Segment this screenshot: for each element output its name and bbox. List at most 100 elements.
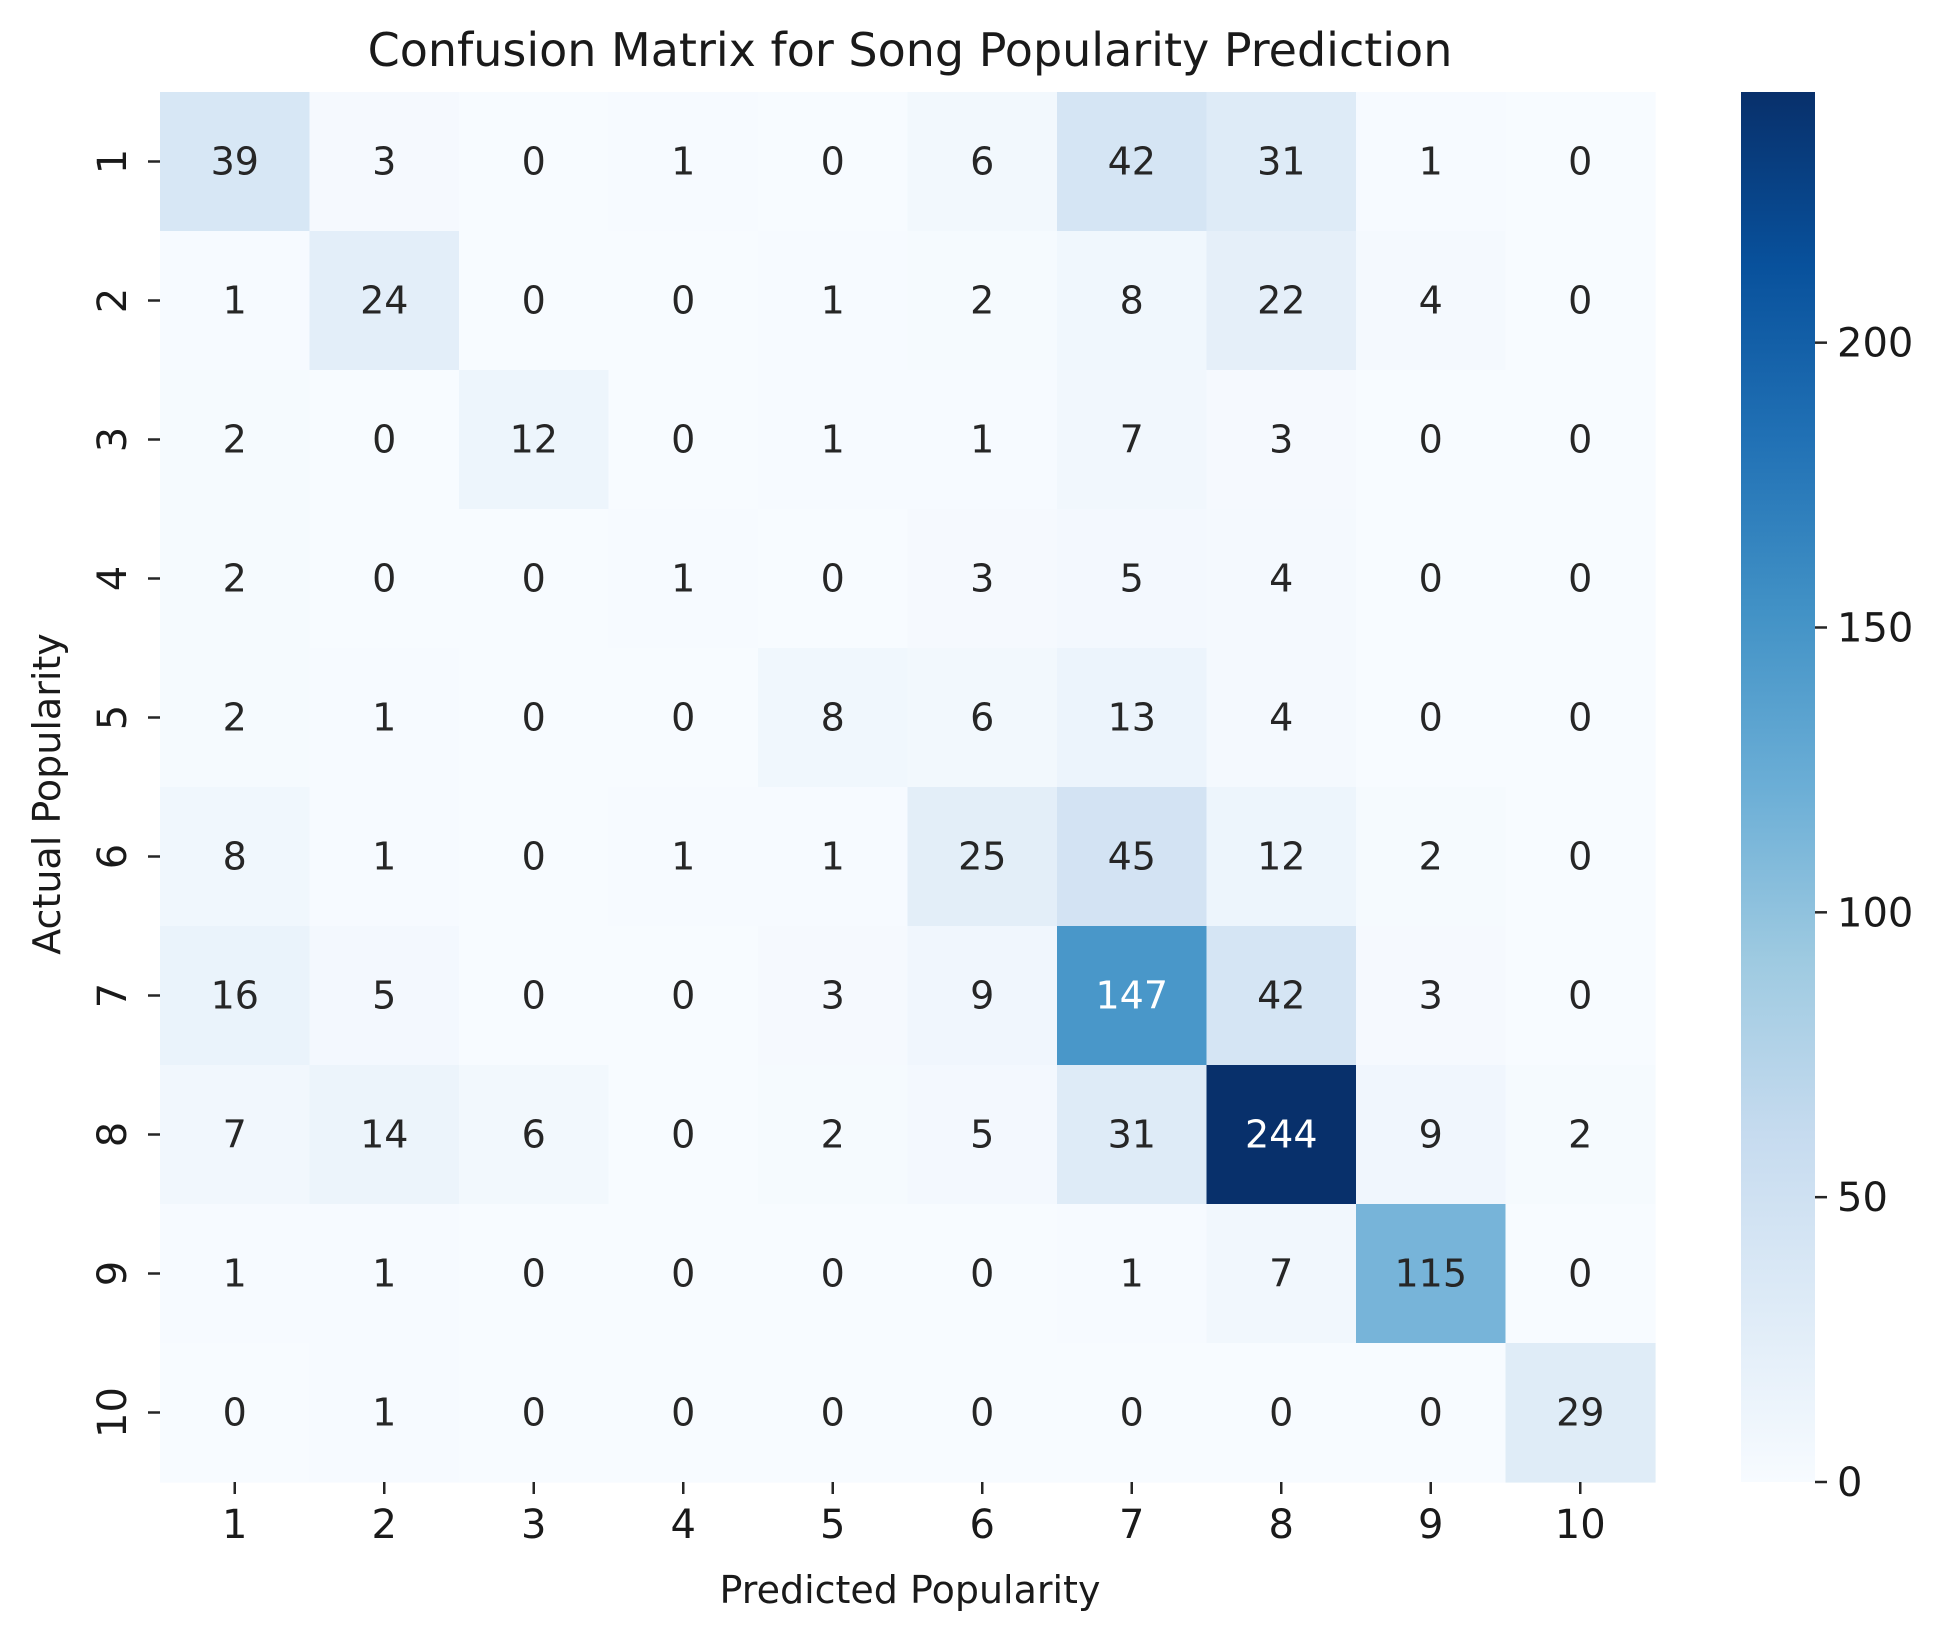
heatmap-cell [758, 1204, 909, 1344]
cell-value-label: 1 [223, 279, 247, 323]
heatmap-cell [608, 1204, 759, 1344]
heatmap-cell [1505, 92, 1656, 232]
heatmap-cell [608, 509, 759, 649]
heatmap-cell [1206, 648, 1357, 788]
cell-value-label: 9 [970, 974, 994, 1018]
cell-value-label: 8 [821, 696, 845, 740]
heatmap-cell [1505, 648, 1656, 788]
cell-value-label: 0 [1568, 835, 1592, 879]
cell-value-label: 24 [360, 279, 408, 323]
cell-value-label: 0 [1269, 1391, 1293, 1435]
heatmap-cell [309, 1343, 460, 1483]
heatmap-cell [907, 1343, 1058, 1483]
heatmap-cell [758, 1065, 909, 1205]
heatmap-cell [758, 370, 909, 510]
heatmap-cell [608, 787, 759, 927]
cell-value-label: 1 [821, 418, 845, 462]
cell-value-label: 2 [821, 1113, 845, 1157]
heatmap-cell [1206, 1343, 1357, 1483]
cell-value-label: 1 [1419, 140, 1443, 184]
heatmap-cell [160, 1343, 311, 1483]
x-tick-label: 2 [372, 1502, 397, 1548]
cell-value-label: 0 [1419, 696, 1443, 740]
heatmap-cell [1505, 509, 1656, 649]
cell-value-label: 39 [211, 140, 259, 184]
cell-value-label: 147 [1095, 974, 1168, 1018]
cell-value-label: 2 [1568, 1113, 1592, 1157]
heatmap-cell [160, 370, 311, 510]
cell-value-label: 0 [522, 835, 546, 879]
heatmap-cell [309, 509, 460, 649]
heatmap-cell [1057, 509, 1208, 649]
cell-value-label: 3 [1269, 418, 1293, 462]
heatmap-cell [1206, 370, 1357, 510]
y-tick-label: 1 [90, 149, 136, 174]
cell-value-label: 6 [522, 1113, 546, 1157]
cell-value-label: 0 [671, 279, 695, 323]
cell-value-label: 2 [223, 557, 247, 601]
cell-value-label: 0 [1568, 557, 1592, 601]
colorbar-tick-label: 50 [1837, 1175, 1888, 1221]
heatmap-cell [459, 926, 610, 1066]
heatmap-cell [459, 648, 610, 788]
x-tick-label: 7 [1119, 1502, 1144, 1548]
heatmap-cell [459, 1204, 610, 1344]
x-tick-label: 1 [222, 1502, 247, 1548]
heatmap-cell [907, 370, 1058, 510]
cell-value-label: 3 [1419, 974, 1443, 1018]
cell-value-label: 31 [1108, 1113, 1156, 1157]
heatmap-cell [1206, 92, 1357, 232]
y-tick-label: 9 [90, 1261, 136, 1286]
heatmap-cell [459, 231, 610, 371]
cell-value-label: 3 [821, 974, 845, 1018]
heatmap-cell [758, 648, 909, 788]
cell-value-label: 0 [970, 1391, 994, 1435]
cell-value-label: 8 [223, 835, 247, 879]
y-axis-ticks: 1 2 3 4 5 6 7 8 9 10 [90, 149, 160, 1438]
heatmap-cell [1356, 926, 1507, 1066]
heatmap-cell [1505, 787, 1656, 927]
cell-value-label: 0 [522, 140, 546, 184]
y-tick-label: 7 [90, 983, 136, 1008]
heatmap-cell [459, 1343, 610, 1483]
cell-value-label: 1 [821, 835, 845, 879]
heatmap-cell [907, 926, 1058, 1066]
heatmap-cell [1057, 1343, 1208, 1483]
cell-value-label: 0 [671, 1391, 695, 1435]
y-tick-label: 10 [90, 1387, 136, 1438]
heatmap-cell [1057, 231, 1208, 371]
cell-value-label: 16 [211, 974, 259, 1018]
heatmap-cell [1505, 1343, 1656, 1483]
cell-value-label: 12 [1257, 835, 1305, 879]
heatmap-cell [758, 787, 909, 927]
heatmap-cell [907, 509, 1058, 649]
heatmap-cell [1505, 1204, 1656, 1344]
y-tick-label: 8 [90, 1122, 136, 1147]
cell-value-label: 6 [970, 696, 994, 740]
cell-value-label: 31 [1257, 140, 1305, 184]
y-tick-label: 6 [90, 844, 136, 869]
colorbar-ticks: 0 50 100 150 200 [1815, 321, 1913, 1506]
x-tick-label: 9 [1418, 1502, 1443, 1548]
cell-value-label: 4 [1269, 557, 1293, 601]
cell-value-label: 1 [1120, 1252, 1144, 1296]
heatmap-cell [907, 231, 1058, 371]
cell-value-label: 0 [821, 140, 845, 184]
cell-value-label: 0 [1568, 418, 1592, 462]
cell-value-label: 7 [223, 1113, 247, 1157]
heatmap-cell [608, 926, 759, 1066]
heatmap-cell [1505, 1065, 1656, 1205]
heatmap-cell [160, 787, 311, 927]
heatmap-cell [1356, 231, 1507, 371]
cell-value-label: 0 [671, 1113, 695, 1157]
cell-value-label: 1 [671, 557, 695, 601]
y-tick-label: 5 [90, 705, 136, 730]
x-tick-label: 5 [820, 1502, 845, 1548]
cell-value-label: 0 [1568, 1252, 1592, 1296]
cell-value-label: 1 [671, 140, 695, 184]
heatmap-cell [608, 370, 759, 510]
heatmap-cell [907, 1065, 1058, 1205]
heatmap-cell [160, 926, 311, 1066]
heatmap-cell [608, 648, 759, 788]
cell-value-label: 7 [1120, 418, 1144, 462]
